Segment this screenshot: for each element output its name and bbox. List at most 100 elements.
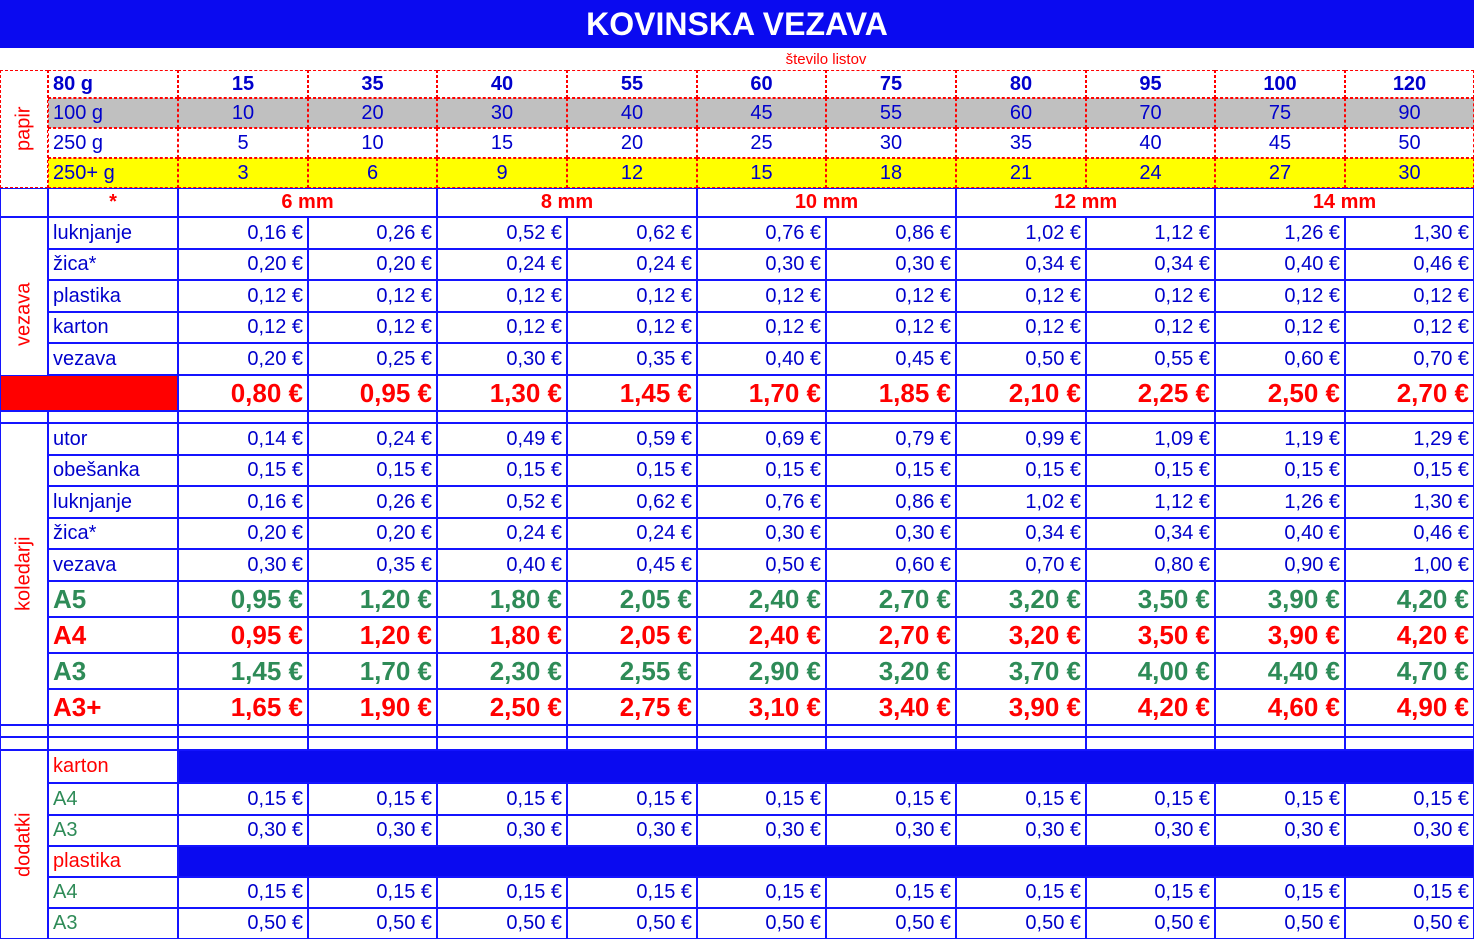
price: 0,62 € (567, 217, 697, 249)
sheet-count: 30 (1345, 158, 1474, 188)
sheet-count: 75 (1215, 98, 1345, 128)
price: 0,30 € (567, 815, 697, 846)
spacer (178, 737, 308, 750)
total-price: 3,70 € (956, 653, 1086, 689)
price: 0,15 € (567, 455, 697, 486)
sheet-count: 10 (308, 128, 437, 158)
price: 0,12 € (1345, 280, 1474, 312)
price: 0,30 € (697, 518, 826, 549)
spacer (308, 411, 437, 423)
total-price: 0,95 € (178, 581, 308, 617)
total-price: 1,70 € (697, 375, 826, 411)
price: 0,50 € (697, 549, 826, 581)
price: 0,52 € (437, 217, 567, 249)
total-price: 2,90 € (697, 653, 826, 689)
price: 0,50 € (437, 908, 567, 939)
sheet-count: 95 (1086, 70, 1215, 98)
size-header: 12 mm (956, 188, 1215, 217)
sheet-count: 20 (308, 98, 437, 128)
total-price: 4,00 € (1086, 653, 1215, 689)
price: 0,12 € (826, 312, 956, 343)
sheet-count: 21 (956, 158, 1086, 188)
spacer (437, 411, 567, 423)
price: 0,46 € (1345, 249, 1474, 280)
sheet-count: 27 (1215, 158, 1345, 188)
total-name: A3 (48, 653, 178, 689)
section-label: dodatki (0, 750, 48, 939)
price: 0,50 € (697, 908, 826, 939)
spacer (1086, 737, 1215, 750)
price: 0,30 € (1215, 815, 1345, 846)
row-name: luknjanje (48, 217, 178, 249)
price: 0,15 € (956, 455, 1086, 486)
sheet-count: 45 (697, 98, 826, 128)
price: 0,15 € (178, 877, 308, 908)
price: 0,50 € (956, 343, 1086, 375)
row-name: obešanka (48, 455, 178, 486)
price: 0,90 € (1215, 549, 1345, 581)
price: 0,76 € (697, 486, 826, 518)
row-name: 250 g (48, 128, 178, 158)
spacer (437, 725, 567, 737)
row-name: vezava (48, 549, 178, 581)
total-price: 3,50 € (1086, 617, 1215, 653)
star: * (48, 188, 178, 217)
price: 0,12 € (697, 280, 826, 312)
price: 0,76 € (697, 217, 826, 249)
sheet-count: 120 (1345, 70, 1474, 98)
group-bar (178, 846, 1474, 877)
price: 0,20 € (308, 249, 437, 280)
price: 0,50 € (178, 908, 308, 939)
sheet-count: 15 (697, 158, 826, 188)
price: 0,15 € (1345, 455, 1474, 486)
sheet-count: 6 (308, 158, 437, 188)
price: 0,20 € (178, 343, 308, 375)
price: 0,30 € (956, 815, 1086, 846)
price: 1,02 € (956, 217, 1086, 249)
price: 0,12 € (437, 280, 567, 312)
sheet-count: 15 (437, 128, 567, 158)
total-price: 2,40 € (697, 617, 826, 653)
price: 0,15 € (308, 877, 437, 908)
price: 1,00 € (1345, 549, 1474, 581)
price: 0,86 € (826, 217, 956, 249)
spacer (567, 411, 697, 423)
total-price: 2,40 € (697, 581, 826, 617)
total-price: 2,70 € (826, 581, 956, 617)
spacer (697, 411, 826, 423)
price: 0,15 € (178, 783, 308, 815)
price: 0,59 € (567, 423, 697, 455)
spacer (1345, 411, 1474, 423)
total-price: 1,70 € (308, 653, 437, 689)
price: 0,24 € (567, 518, 697, 549)
price: 0,46 € (1345, 518, 1474, 549)
row-name: vezava (48, 343, 178, 375)
size-header: 8 mm (437, 188, 697, 217)
price: 0,12 € (1215, 312, 1345, 343)
spacer (178, 725, 308, 737)
price: 0,79 € (826, 423, 956, 455)
total-price: 2,30 € (437, 653, 567, 689)
spacer (48, 725, 178, 737)
total-price: 1,30 € (437, 375, 567, 411)
row-name: karton (48, 312, 178, 343)
price: 1,02 € (956, 486, 1086, 518)
price: 0,40 € (697, 343, 826, 375)
price: 0,30 € (437, 343, 567, 375)
price: 0,50 € (956, 908, 1086, 939)
price: 0,15 € (1086, 877, 1215, 908)
total-price: 2,55 € (567, 653, 697, 689)
price: 0,24 € (567, 249, 697, 280)
sheet-count: 40 (567, 98, 697, 128)
total-price: 3,90 € (1215, 617, 1345, 653)
total-name: A4 (48, 617, 178, 653)
total-price: 0,80 € (178, 375, 308, 411)
total-price: 0,95 € (178, 617, 308, 653)
price: 0,12 € (567, 312, 697, 343)
total-price: 3,20 € (956, 617, 1086, 653)
price: 1,30 € (1345, 217, 1474, 249)
spacer (1215, 737, 1345, 750)
price: 0,70 € (1345, 343, 1474, 375)
total-price: 2,05 € (567, 581, 697, 617)
spacer (437, 737, 567, 750)
